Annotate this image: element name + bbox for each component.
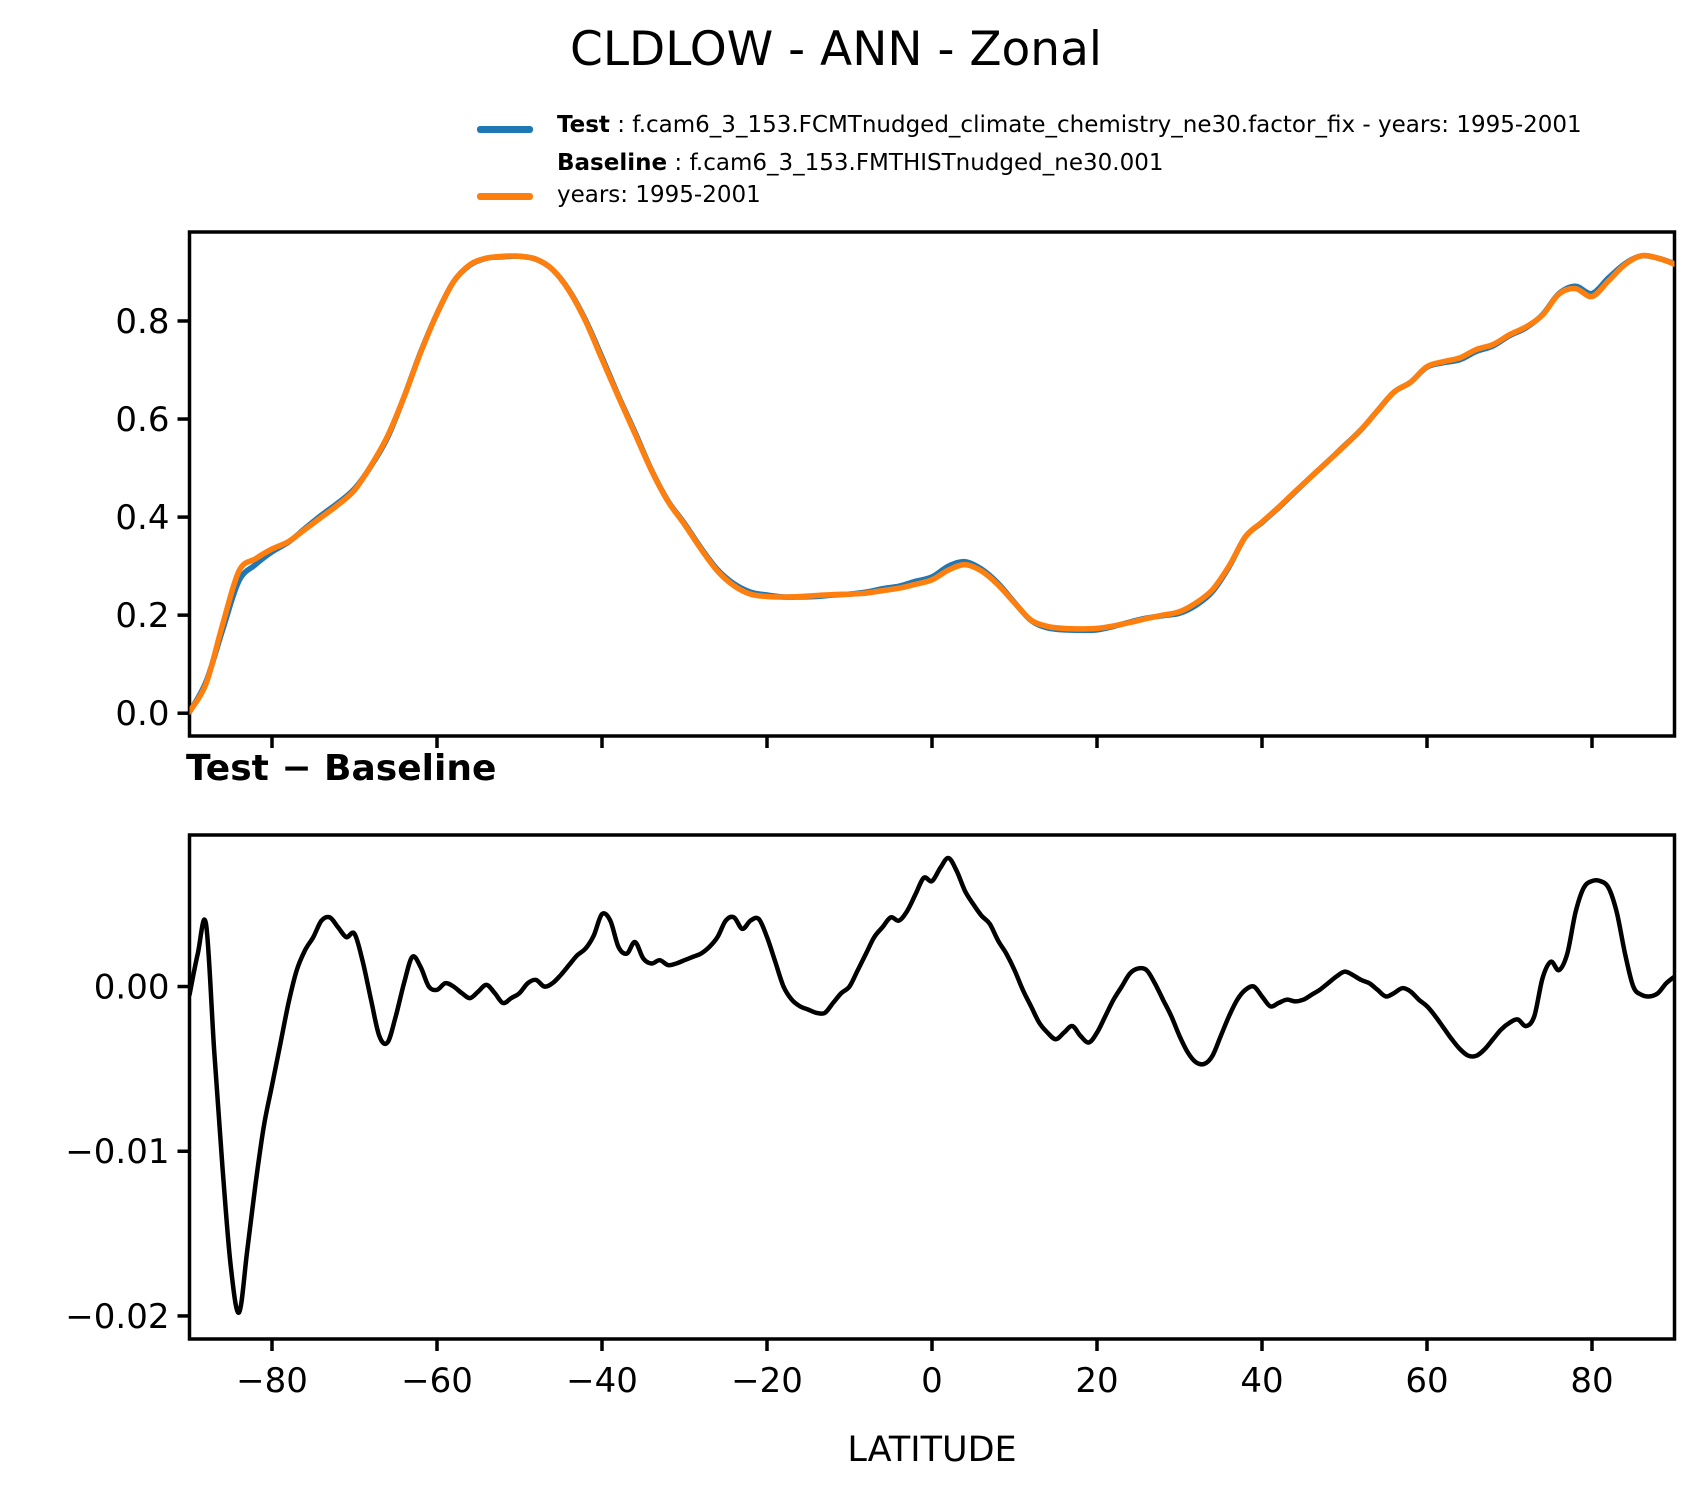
series-line-test — [189, 252, 1675, 715]
y-tick-label: −0.01 — [65, 1132, 169, 1172]
y-tick-label: 0.2 — [115, 596, 169, 636]
legend-entry-baseline: Baseline : f.cam6_3_153.FMTHISTnudged_ne… — [557, 150, 1163, 176]
legend-swatch-baseline — [477, 193, 533, 200]
legend-swatch-test — [477, 126, 533, 133]
series-line-baseline — [189, 252, 1675, 715]
x-tick-label: −40 — [566, 1361, 638, 1401]
x-tick-label: 60 — [1405, 1361, 1448, 1401]
x-tick-label: 80 — [1570, 1361, 1613, 1401]
y-tick-label: −0.02 — [65, 1297, 169, 1337]
legend-baseline-label: Baseline — [557, 150, 668, 176]
legend-baseline-text: : f.cam6_3_153.FMTHISTnudged_ne30.001 — [667, 150, 1164, 176]
y-tick-label: 0.00 — [94, 968, 170, 1008]
y-tick-label: 0.6 — [115, 400, 169, 440]
y-tick-label: 0.8 — [115, 302, 169, 342]
legend-entry-baseline-years: years: 1995-2001 — [557, 182, 761, 208]
y-tick-label: 0.0 — [115, 694, 169, 734]
x-tick-label: −80 — [236, 1361, 308, 1401]
series-line-test-baseline — [189, 855, 1675, 1315]
x-axis-label: LATITUDE — [847, 1430, 1017, 1470]
chart-title: CLDLOW - ANN - Zonal — [570, 22, 1102, 77]
legend-entry-test: Test : f.cam6_3_153.FCMTnudged_climate_c… — [557, 112, 1582, 138]
x-tick-label: 20 — [1075, 1361, 1118, 1401]
x-tick-label: −60 — [401, 1361, 473, 1401]
x-tick-label: −20 — [731, 1361, 803, 1401]
x-tick-label: 40 — [1240, 1361, 1283, 1401]
x-tick-label: 0 — [921, 1361, 943, 1401]
legend-test-text: : f.cam6_3_153.FCMTnudged_climate_chemis… — [609, 112, 1582, 138]
y-tick-label: 0.4 — [115, 498, 169, 538]
diff-panel-title: Test − Baseline — [186, 748, 497, 789]
legend-test-label: Test — [557, 112, 610, 138]
